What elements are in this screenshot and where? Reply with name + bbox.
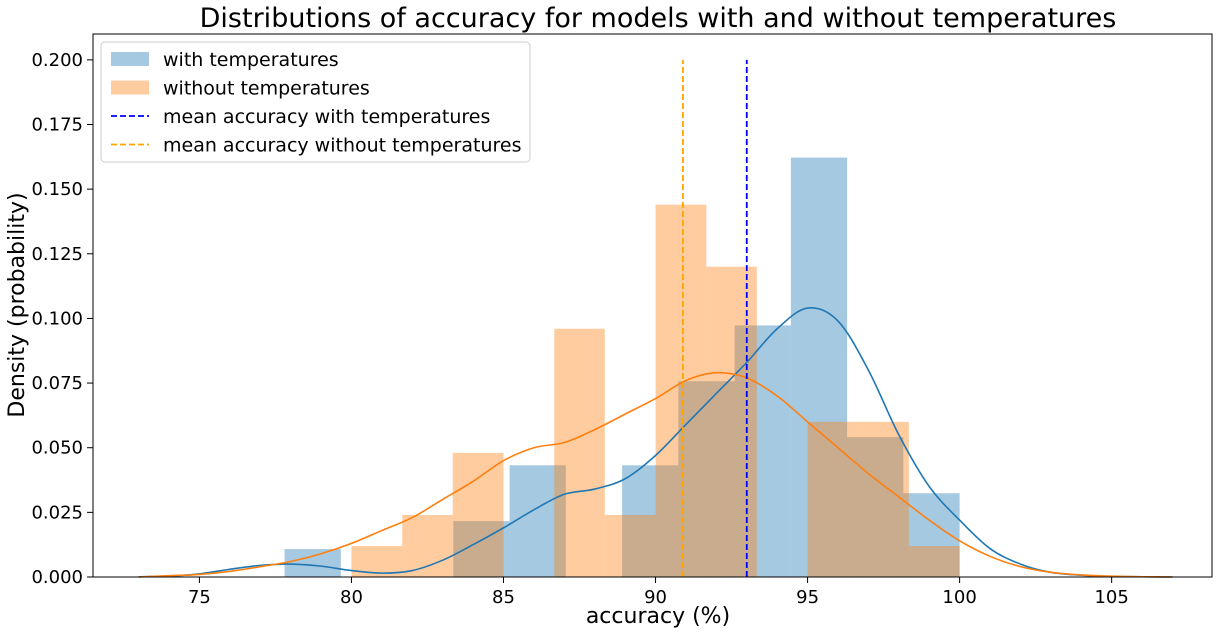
hist-bar	[604, 514, 656, 577]
x-tick-label: 75	[188, 587, 211, 608]
y-tick-label: 0.200	[31, 50, 83, 71]
hist-bar	[807, 421, 859, 577]
hist-bar	[734, 325, 791, 577]
hist-bar	[509, 465, 566, 577]
hist-bar	[908, 545, 960, 577]
hist-bar	[452, 452, 504, 577]
y-tick-label: 0.100	[31, 308, 83, 329]
hist-bar	[706, 266, 757, 577]
x-tick-label: 80	[340, 587, 363, 608]
y-tick-label: 0.025	[31, 502, 83, 523]
legend-label: mean accuracy with temperatures	[163, 106, 490, 128]
x-tick-label: 90	[644, 587, 667, 608]
hist-bar	[655, 204, 707, 577]
hist-bar	[284, 549, 341, 577]
y-tick-label: 0.000	[31, 567, 83, 588]
plot-area	[92, 33, 1213, 578]
kde-line	[138, 371, 1173, 578]
chart-title: Distributions of accuracy for models wit…	[200, 3, 1117, 34]
x-tick-label: 100	[942, 587, 976, 608]
x-axis: 75 80 85 90 95 100 105	[188, 577, 1129, 608]
y-axis: 0.000 0.025 0.050 0.075 0.100 0.125 0.150 0.175…	[31, 50, 93, 588]
hist-bar	[790, 157, 848, 577]
hist-bar	[847, 437, 904, 577]
x-tick-label: 95	[796, 587, 819, 608]
y-tick-label: 0.075	[31, 373, 83, 394]
kde-line	[138, 307, 1173, 578]
y-tick-label: 0.175	[31, 115, 83, 136]
x-axis-label: accuracy (%)	[586, 604, 730, 629]
legend-label: without temperatures	[163, 78, 370, 100]
hist-bar	[622, 465, 679, 577]
y-axis-label: Density (probability)	[5, 192, 30, 417]
legend-label: with temperatures	[163, 49, 339, 71]
hist-bar	[554, 328, 605, 577]
hist-bar	[858, 421, 909, 577]
legend-swatch	[111, 80, 149, 95]
hist-bar	[678, 381, 735, 577]
x-tick-label: 85	[492, 587, 515, 608]
legend-box	[100, 41, 531, 163]
y-tick-label: 0.125	[31, 244, 83, 265]
hist-bar	[402, 514, 453, 577]
y-tick-label: 0.050	[31, 438, 83, 459]
legend-swatch	[111, 52, 149, 66]
legend: with temperatures without temperatures mea…	[100, 41, 531, 163]
plot-frame	[92, 33, 1213, 578]
legend-label: mean accuracy without temperatures	[163, 135, 521, 157]
x-tick-label: 105	[1094, 587, 1128, 608]
y-tick-label: 0.150	[31, 179, 83, 200]
